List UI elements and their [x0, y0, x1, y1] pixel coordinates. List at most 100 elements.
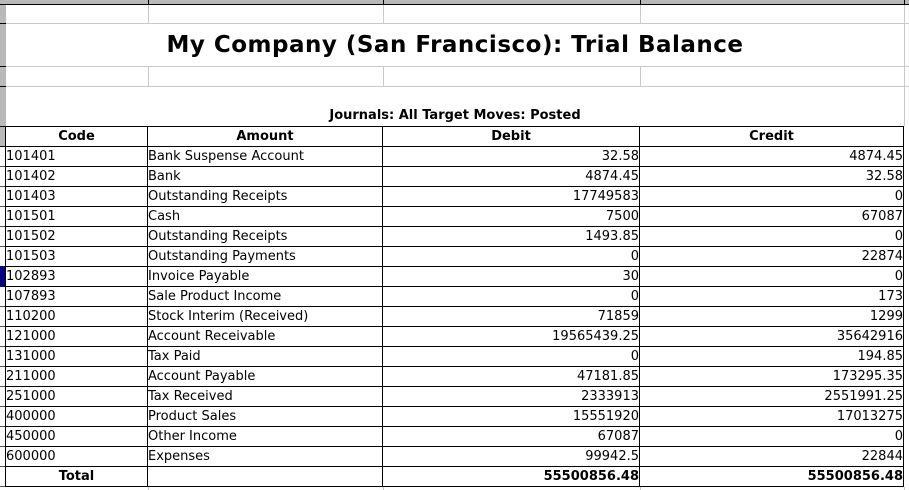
gridline: [640, 66, 641, 86]
gridline: [148, 487, 149, 490]
gridline: [383, 66, 384, 86]
cell-debit[interactable]: 67087: [382, 426, 640, 447]
cell-amount[interactable]: Product Sales: [147, 406, 383, 427]
cell-debit[interactable]: 0: [382, 246, 640, 267]
cell-code[interactable]: 102893: [5, 266, 148, 287]
selected-row-marker[interactable]: [0, 266, 5, 287]
cell-amount[interactable]: Account Payable: [147, 366, 383, 387]
row-separator: [0, 86, 6, 87]
report-title[interactable]: My Company (San Francisco): Trial Balanc…: [166, 32, 744, 58]
cell-debit[interactable]: 0: [382, 346, 640, 367]
cell-code[interactable]: 101403: [5, 186, 148, 207]
table-row: 450000 Other Income 67087 0: [5, 426, 904, 447]
cell-credit[interactable]: 0: [639, 426, 904, 447]
cell-credit[interactable]: 173: [639, 286, 904, 307]
gridline: [904, 5, 905, 126]
gridline: [6, 23, 909, 24]
cell-debit[interactable]: 32.58: [382, 146, 640, 167]
cell-code[interactable]: 211000: [5, 366, 148, 387]
cell-amount[interactable]: Expenses: [147, 446, 383, 467]
cell-code[interactable]: 110200: [5, 306, 148, 327]
cell-amount[interactable]: Account Receivable: [147, 326, 383, 347]
table-row: 101501 Cash 7500 67087: [5, 206, 904, 227]
cell-code[interactable]: 600000: [5, 446, 148, 467]
cell-amount[interactable]: Tax Received: [147, 386, 383, 407]
cell-debit[interactable]: 19565439.25: [382, 326, 640, 347]
cell-debit[interactable]: 47181.85: [382, 366, 640, 387]
cell-debit[interactable]: 99942.5: [382, 446, 640, 467]
cell-code[interactable]: 101402: [5, 166, 148, 187]
cell-code[interactable]: 101503: [5, 246, 148, 267]
cell-debit[interactable]: 15551920: [382, 406, 640, 427]
cell-credit[interactable]: 32.58: [639, 166, 904, 187]
cell-credit[interactable]: 35642916: [639, 326, 904, 347]
table-row: 107893 Sale Product Income 0 173: [5, 286, 904, 307]
table-row: 101403 Outstanding Receipts 17749583 0: [5, 186, 904, 207]
cell-credit[interactable]: 0: [639, 226, 904, 247]
cell-debit[interactable]: 2333913: [382, 386, 640, 407]
cell-credit[interactable]: 4874.45: [639, 146, 904, 167]
cell-credit[interactable]: 0: [639, 186, 904, 207]
total-credit[interactable]: 55500856.48: [639, 466, 904, 487]
report-filters[interactable]: Journals: All Target Moves: Posted: [329, 108, 581, 123]
cell-amount[interactable]: Outstanding Receipts: [147, 226, 383, 247]
cell-code[interactable]: 251000: [5, 386, 148, 407]
column-header-strip[interactable]: [0, 0, 909, 5]
column-separator: [148, 0, 149, 4]
cell-code[interactable]: 101501: [5, 206, 148, 227]
cell-credit[interactable]: 17013275: [639, 406, 904, 427]
cell-credit[interactable]: 0: [639, 266, 904, 287]
column-header-credit[interactable]: Credit: [639, 126, 904, 147]
total-amount-cell[interactable]: [147, 466, 383, 487]
table-header-row: Code Amount Debit Credit: [5, 126, 904, 147]
table-row: 600000 Expenses 99942.5 22844: [5, 446, 904, 467]
table-row: 102893 Invoice Payable 30 0: [5, 266, 904, 287]
cell-code[interactable]: 400000: [5, 406, 148, 427]
cell-debit[interactable]: 0: [382, 286, 640, 307]
cell-code[interactable]: 101502: [5, 226, 148, 247]
cell-amount[interactable]: Bank Suspense Account: [147, 146, 383, 167]
cell-credit[interactable]: 2551991.25: [639, 386, 904, 407]
trial-balance-table: Code Amount Debit Credit 101401 Bank Susp…: [5, 126, 904, 487]
column-header-debit[interactable]: Debit: [382, 126, 640, 147]
cell-debit[interactable]: 1493.85: [382, 226, 640, 247]
cell-code[interactable]: 450000: [5, 426, 148, 447]
cell-amount[interactable]: Outstanding Receipts: [147, 186, 383, 207]
cell-debit[interactable]: 17749583: [382, 186, 640, 207]
cell-credit[interactable]: 173295.35: [639, 366, 904, 387]
cell-credit[interactable]: 22874: [639, 246, 904, 267]
cell-amount[interactable]: Other Income: [147, 426, 383, 447]
row-header-strip-lower[interactable]: [0, 147, 6, 490]
column-header-amount[interactable]: Amount: [147, 126, 383, 147]
row-separator: [0, 66, 6, 67]
table-row: 131000 Tax Paid 0 194.85: [5, 346, 904, 367]
cell-code[interactable]: 101401: [5, 146, 148, 167]
cell-debit[interactable]: 4874.45: [382, 166, 640, 187]
cell-credit[interactable]: 67087: [639, 206, 904, 227]
cell-amount[interactable]: Tax Paid: [147, 346, 383, 367]
cell-amount[interactable]: Sale Product Income: [147, 286, 383, 307]
cell-credit[interactable]: 194.85: [639, 346, 904, 367]
cell-debit[interactable]: 71859: [382, 306, 640, 327]
total-debit[interactable]: 55500856.48: [382, 466, 640, 487]
gridline: [148, 66, 149, 86]
cell-debit[interactable]: 30: [382, 266, 640, 287]
cell-amount[interactable]: Cash: [147, 206, 383, 227]
row-header-strip[interactable]: [0, 5, 6, 147]
total-label[interactable]: Total: [5, 466, 148, 487]
gridline: [640, 487, 641, 490]
cell-code[interactable]: 107893: [5, 286, 148, 307]
cell-code[interactable]: 121000: [5, 326, 148, 347]
total-row: Total 55500856.48 55500856.48: [5, 466, 904, 487]
cell-amount[interactable]: Invoice Payable: [147, 266, 383, 287]
cell-amount[interactable]: Outstanding Payments: [147, 246, 383, 267]
cell-code[interactable]: 131000: [5, 346, 148, 367]
table-row: 101401 Bank Suspense Account 32.58 4874.45: [5, 146, 904, 167]
cell-amount[interactable]: Bank: [147, 166, 383, 187]
cell-credit[interactable]: 22844: [639, 446, 904, 467]
cell-amount[interactable]: Stock Interim (Received): [147, 306, 383, 327]
column-header-code[interactable]: Code: [5, 126, 148, 147]
cell-credit[interactable]: 1299: [639, 306, 904, 327]
gridline: [148, 5, 149, 23]
cell-debit[interactable]: 7500: [382, 206, 640, 227]
